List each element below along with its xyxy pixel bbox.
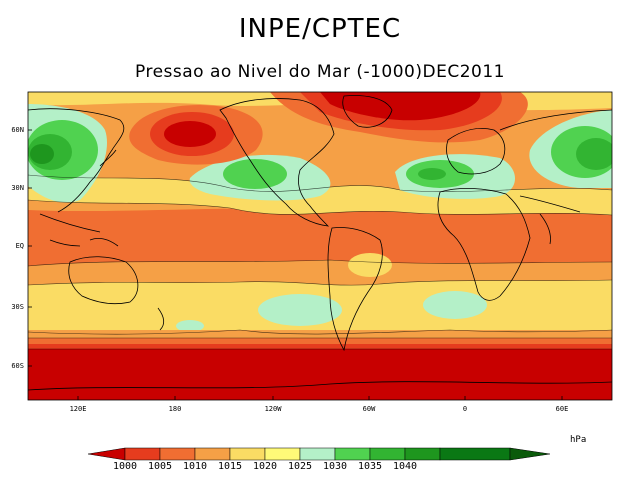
lon-label: 120E <box>69 405 87 413</box>
colorbar-arrow-high <box>509 447 551 461</box>
colorbar-swatch <box>159 447 196 461</box>
colorbar-swatch <box>264 447 301 461</box>
colorbar-swatch <box>334 447 371 461</box>
lat-label: 30N <box>11 184 24 192</box>
lon-label: 120W <box>264 405 282 413</box>
colorbar-label: 1010 <box>182 461 208 472</box>
coastlines <box>28 95 612 391</box>
colorbar-swatch <box>404 447 441 461</box>
colorbar-label: 1005 <box>147 461 173 472</box>
pressure-field <box>28 92 612 400</box>
colorbar <box>87 447 551 461</box>
lat-label: 30S <box>11 303 24 311</box>
colorbar-label: 1020 <box>252 461 278 472</box>
colorbar-label: 1015 <box>217 461 243 472</box>
map-title: INPE/CPTEC <box>238 14 402 44</box>
colorbar-label: 1025 <box>287 461 313 472</box>
colorbar-label: 1035 <box>357 461 383 472</box>
colorbar-swatch <box>124 447 161 461</box>
lat-label: EQ <box>15 242 24 250</box>
colorbar-swatch <box>194 447 231 461</box>
colorbar-label: 1030 <box>322 461 348 472</box>
map-subtitle: Pressao ao Nivel do Mar (-1000)DEC2011 <box>135 62 505 82</box>
colorbar-arrow-low <box>87 447 126 461</box>
lon-label: 60W <box>362 405 376 413</box>
colorbar-swatch <box>299 447 336 461</box>
lon-label: 180 <box>168 405 182 413</box>
lat-label: 60S <box>11 362 24 370</box>
lon-label: 60E <box>555 405 569 413</box>
lat-label: 60N <box>11 126 24 134</box>
colorbar-label: 1040 <box>392 461 418 472</box>
colorbar-label: 1000 <box>112 461 138 472</box>
colorbar-unit: hPa <box>570 435 587 445</box>
colorbar-swatch <box>439 447 511 461</box>
colorbar-swatch <box>229 447 266 461</box>
colorbar-swatch <box>369 447 406 461</box>
axis-ticks <box>28 129 563 400</box>
lon-label: 0 <box>462 405 468 413</box>
